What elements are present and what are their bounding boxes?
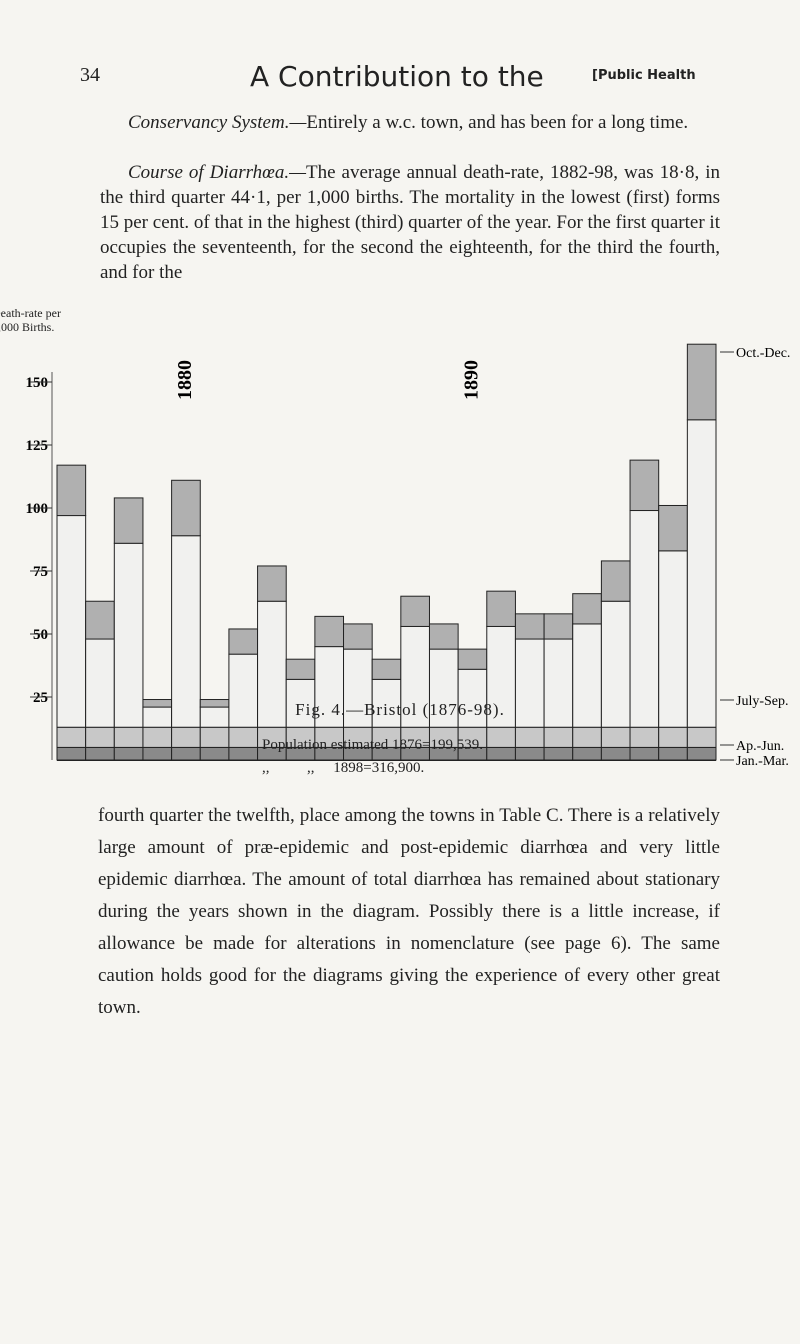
bar-segment [629,726,660,748]
bar-segment [314,646,345,728]
bar-segment [600,726,631,748]
bar-segment [400,595,430,627]
bar-segment [486,625,516,728]
bar-segment [658,504,688,552]
bar-segment [629,459,660,512]
section-title: [Public Health [592,68,696,83]
bar-segment [56,464,87,517]
bar-segment [228,726,259,748]
bar-segment [400,625,430,728]
bar-segment [371,678,402,728]
y-tick-label: 25 [33,690,48,706]
chart: 25 50 75 100 125 150 1880 1890 Jan.-Mar.Ap.-Jun.… [26,343,790,769]
paragraph: Course of Diarrhœa.—The average annual d… [100,162,720,283]
bar-segment [199,726,230,748]
bar-segment [171,479,201,537]
bar-segment [572,726,602,748]
bar-segment [228,746,259,761]
running-title: A Contribution to the [250,60,544,93]
bar-segment [514,613,545,640]
bar-segment [171,746,201,761]
bar-segment [56,726,87,748]
bar-segment [658,746,688,761]
bar-segment [572,746,602,761]
bar-segment [543,726,574,748]
caption-note: ,, ,, 1898=316,900. [262,760,425,776]
bar-segment [85,746,115,761]
body-text: fourth quarter the twelfth, place among … [98,805,720,1018]
legend-label: July-Sep. [736,694,789,709]
year-label: 1890 [460,360,482,400]
bar-segment [686,726,717,748]
bar-segment [686,343,717,421]
bar-segment [543,613,574,640]
legend-label: Ap.-Jun. [736,739,784,754]
bar-segment [514,746,545,761]
bar-segment [228,653,259,728]
bar-segment [486,726,516,748]
bar-segment [56,746,87,761]
bar-segment [428,623,459,650]
bar-segment [514,726,545,748]
bar-segment [85,600,115,640]
y-tick-label: 100 [26,501,49,517]
bar-segment [142,726,173,748]
bar-segment [658,726,688,748]
bar-segment [56,515,87,728]
bar-segment [629,510,660,728]
bar-segment [457,668,488,728]
bar-segment [486,746,516,761]
bar-segment [686,419,717,728]
bar-segment [600,560,631,602]
legend-label: Oct.-Dec. [736,346,790,361]
bar-segment [171,726,201,748]
page-number: 34 [80,64,100,86]
bar-segment [285,678,316,728]
y-axis-label: Death-rate per 1,000 Births. [0,306,61,334]
bar-segment [314,615,345,648]
legend-label: Jan.-Mar. [736,754,789,769]
bar-segment [486,590,516,627]
year-label: 1880 [174,360,196,400]
y-tick-label: 125 [26,438,49,454]
bar-segment [171,535,201,728]
paragraph: Conservancy System.—Entirely a w.c. town… [128,112,689,133]
bar-segment [371,658,402,680]
bar-segment [113,497,144,544]
y-tick-label: 150 [26,375,49,391]
bar-segment [285,658,316,680]
bar-segment [113,726,144,748]
bar-segment [572,593,602,625]
y-tick-label: 75 [33,564,48,580]
bar-segment [600,746,631,761]
bar-segment [228,628,259,655]
bar-segment [543,746,574,761]
bar-segment [514,638,545,728]
figure-caption: Fig. 4.—Bristol (1876-98). [295,700,505,719]
caption-note: Population estimated 1876=199,539. [262,737,483,753]
bar-segment [343,623,373,650]
bar-segment [543,638,574,728]
bar-segment [113,746,144,761]
bar-segment [199,746,230,761]
bar-segment [629,746,660,761]
bar-segment [142,746,173,761]
bar-segment [428,648,459,728]
bar-segment [457,648,488,670]
bar-segment [257,565,287,602]
bar-segment [686,746,717,761]
y-tick-label: 50 [33,627,48,643]
bar-segment [85,726,115,748]
